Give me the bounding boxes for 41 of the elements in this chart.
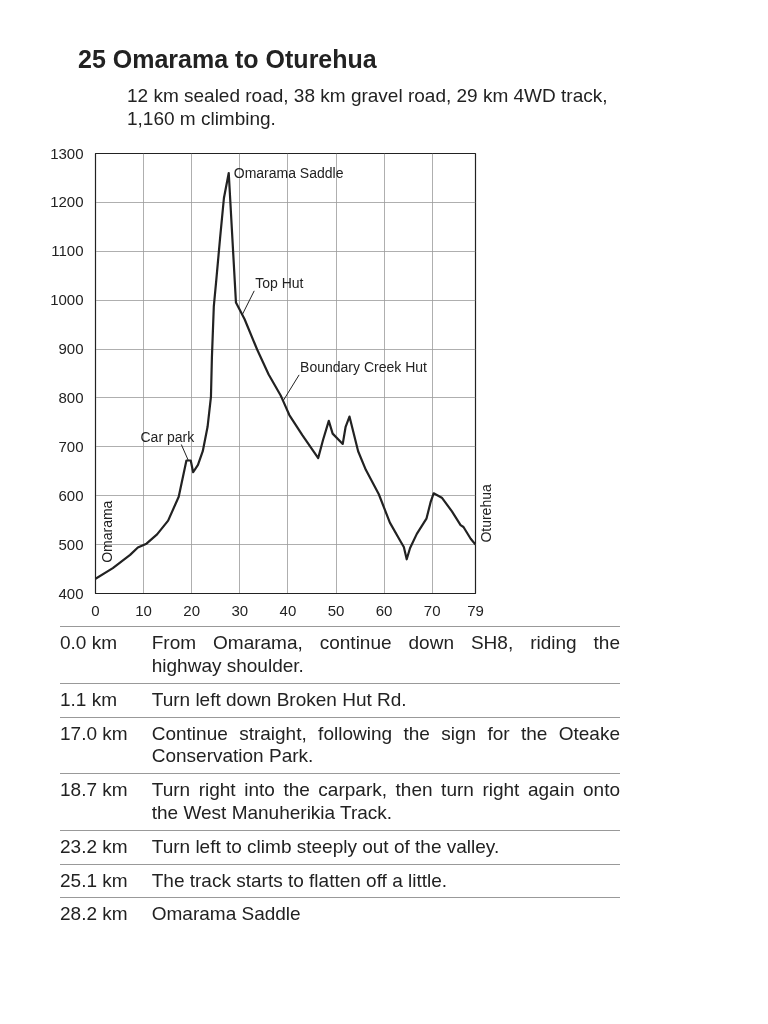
x-tick-label: 40 <box>279 601 297 619</box>
text: 23.2 km <box>60 830 144 865</box>
x-tick-label: 20 <box>183 601 201 619</box>
y-tick-label: 600 <box>58 486 84 504</box>
annotation: Car park <box>140 428 196 445</box>
x-tick-label: 0 <box>91 601 100 619</box>
annotation: Omarama Saddle <box>233 165 344 182</box>
text: 1.1 km <box>60 683 144 718</box>
y-tick-label: 1100 <box>51 242 84 260</box>
text: Continue straight, following the sign for the Oteake Conservation Park. <box>143 717 620 774</box>
annotation: Oturehua <box>478 484 495 543</box>
text: From Omarama, continue down SH8, riding the highway shoulder. <box>143 626 620 684</box>
chart-subtitle: 12 km sealed road, 38 km gravel road, 29 km 4WD track, 1,160 m climbing. <box>127 83 609 132</box>
x-tick-label: 50 <box>327 601 345 619</box>
text: 0.0 km <box>60 626 144 684</box>
x-tick-label: 79 <box>467 601 484 619</box>
annotation: Top Hut <box>255 275 304 292</box>
y-tick-label: 400 <box>58 584 84 602</box>
y-tick-label: 700 <box>58 438 84 456</box>
text: 28.2 km <box>60 897 144 932</box>
annotation: Omarama <box>98 500 115 564</box>
x-tick-label: 70 <box>423 601 441 619</box>
text: Turn right into the carpark, then turn right again onto the West Manuherikia Track. <box>143 773 620 831</box>
annotation: Boundary Creek Hut <box>300 359 428 376</box>
y-tick-label: 1200 <box>50 193 84 211</box>
y-tick-label: 800 <box>58 389 84 407</box>
text: 25.1 km <box>60 864 144 898</box>
chart-title: 25 Omarama to Oturehua <box>78 44 377 75</box>
text: 17.0 km <box>60 717 144 774</box>
text: Omarama Saddle <box>143 897 620 932</box>
x-tick-label: 30 <box>231 601 249 619</box>
x-tick-label: 10 <box>135 601 152 619</box>
y-tick-label: 1000 <box>50 291 84 309</box>
x-tick-label: 60 <box>375 601 393 619</box>
text: 18.7 km <box>60 773 144 831</box>
y-tick-label: 500 <box>58 535 84 553</box>
y-tick-label: 900 <box>58 340 84 358</box>
text: Turn left down Broken Hut Rd. <box>143 683 620 718</box>
y-tick-label: 1300 <box>50 144 84 162</box>
text: The track starts to flatten off a little. <box>143 864 620 898</box>
text: Turn left to climb steeply out of the valley. <box>143 830 620 865</box>
